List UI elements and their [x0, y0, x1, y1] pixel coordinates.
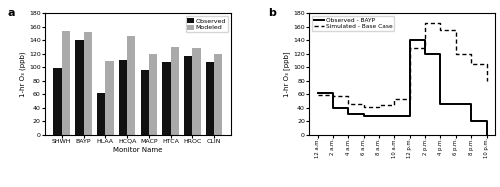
Bar	[214, 54, 222, 135]
Observed - BAYP	[330, 107, 336, 109]
Bar	[162, 62, 170, 135]
Y-axis label: 1-hr O₃ (ppb): 1-hr O₃ (ppb)	[20, 51, 26, 97]
Observed - BAYP	[406, 39, 412, 41]
Bar	[62, 31, 70, 135]
Line: Observed - BAYP: Observed - BAYP	[318, 40, 486, 135]
Simulated - Base Case	[438, 29, 444, 31]
Simulated - Base Case	[484, 79, 490, 82]
Simulated - Base Case	[468, 63, 474, 65]
Text: b: b	[268, 8, 276, 18]
Line: Simulated - Base Case: Simulated - Base Case	[318, 23, 486, 107]
Bar	[149, 54, 157, 135]
Bar	[75, 40, 84, 135]
Bar	[119, 60, 127, 135]
Text: a: a	[8, 8, 16, 18]
Observed - BAYP	[392, 115, 398, 117]
Observed - BAYP	[360, 115, 366, 117]
Simulated - Base Case	[422, 22, 428, 24]
Simulated - Base Case	[314, 94, 320, 96]
Observed - BAYP	[376, 115, 382, 117]
Bar	[84, 32, 92, 135]
Simulated - Base Case	[345, 102, 351, 105]
Bar	[184, 56, 192, 135]
Simulated - Base Case	[330, 95, 336, 97]
X-axis label: Monitor Name: Monitor Name	[114, 147, 162, 153]
Bar	[140, 70, 149, 135]
Observed - BAYP	[345, 113, 351, 116]
Y-axis label: 1-hr O₃ [ppb]: 1-hr O₃ [ppb]	[284, 51, 290, 97]
Bar	[127, 36, 136, 135]
Bar	[54, 68, 62, 135]
Bar	[192, 47, 200, 135]
Observed - BAYP	[484, 134, 490, 136]
Observed - BAYP	[438, 103, 444, 105]
Simulated - Base Case	[392, 98, 398, 100]
Simulated - Base Case	[376, 104, 382, 106]
Observed - BAYP	[422, 53, 428, 55]
Simulated - Base Case	[453, 53, 459, 55]
Observed - BAYP	[453, 103, 459, 105]
Bar	[97, 93, 106, 135]
Observed - BAYP	[314, 92, 320, 95]
Bar	[206, 62, 214, 135]
Simulated - Base Case	[360, 106, 366, 108]
Bar	[170, 47, 179, 135]
Legend: Observed, Modeled: Observed, Modeled	[186, 16, 228, 32]
Simulated - Base Case	[406, 47, 412, 49]
Observed - BAYP	[468, 120, 474, 122]
Bar	[106, 61, 114, 135]
Legend: Observed - BAYP, Simulated - Base Case: Observed - BAYP, Simulated - Base Case	[312, 16, 394, 31]
